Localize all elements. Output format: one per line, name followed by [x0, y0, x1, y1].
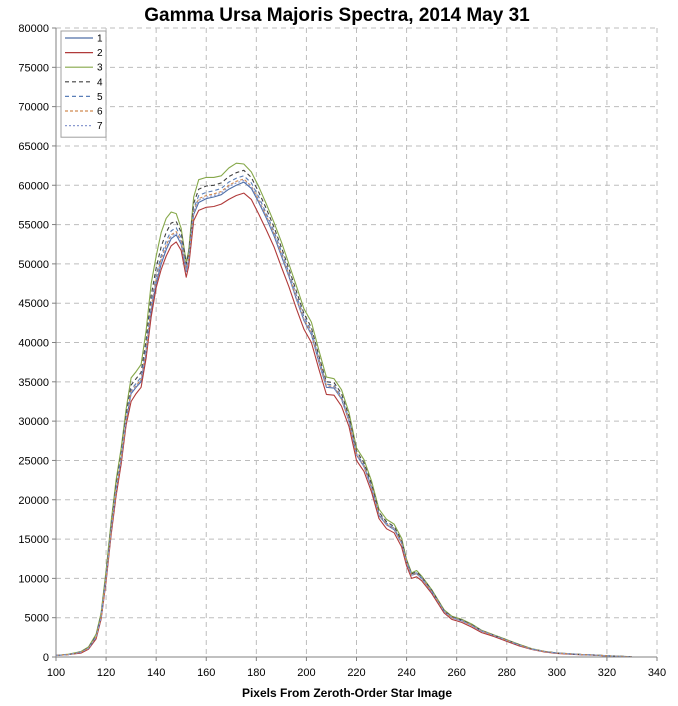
x-tick-label: 140	[147, 667, 165, 679]
x-tick-label: 280	[498, 667, 516, 679]
legend-label-6: 6	[97, 107, 103, 118]
series-line-7	[55, 179, 633, 658]
x-tick-label: 240	[397, 667, 415, 679]
y-tick-label: 15000	[18, 534, 49, 546]
y-tick-label: 40000	[18, 338, 49, 350]
y-tick-label: 0	[43, 652, 49, 664]
x-tick-label: 120	[97, 667, 115, 679]
x-tick-label: 100	[47, 667, 65, 679]
x-tick-label: 180	[247, 667, 265, 679]
y-tick-label: 30000	[18, 416, 49, 428]
legend: 1 2 3 4 5 6 7	[60, 30, 107, 138]
series-line-1	[55, 181, 633, 658]
legend-label-1: 1	[97, 34, 103, 45]
y-tick-label: 55000	[18, 220, 49, 232]
y-tick-label: 70000	[18, 102, 49, 114]
y-tick-label: 25000	[18, 455, 49, 467]
legend-box	[60, 30, 107, 138]
axes: 0 5000 10000 15000 20000 25000 30000 35000 40000…	[18, 23, 666, 679]
series-line-3	[55, 162, 633, 658]
series-line-4	[55, 169, 633, 658]
grid-lines	[56, 27, 658, 657]
y-tick-label: 60000	[18, 180, 49, 192]
legend-label-3: 3	[97, 63, 103, 74]
x-tick-label: 260	[447, 667, 465, 679]
y-tick-label: 20000	[18, 495, 49, 507]
series-lines	[55, 162, 633, 658]
x-tick-label: 160	[197, 667, 215, 679]
y-tick-label: 10000	[18, 573, 49, 585]
legend-label-4: 4	[97, 77, 103, 88]
series-line-5	[55, 175, 633, 658]
x-axis-label: Pixels From Zeroth-Order Star Image	[242, 686, 452, 700]
y-tick-label: 5000	[25, 613, 49, 625]
chart-title: Gamma Ursa Majoris Spectra, 2014 May 31	[144, 5, 530, 26]
series-line-6	[55, 178, 633, 658]
y-tick-label: 35000	[18, 377, 49, 389]
x-tick-label: 220	[347, 667, 365, 679]
y-tick-label: 80000	[18, 23, 49, 35]
x-tick-label: 300	[548, 667, 566, 679]
y-tick-label: 50000	[18, 259, 49, 271]
legend-label-7: 7	[97, 121, 103, 132]
y-tick-label: 45000	[18, 298, 49, 310]
legend-label-2: 2	[97, 48, 103, 59]
x-tick-label: 200	[297, 667, 315, 679]
x-tick-label: 340	[648, 667, 666, 679]
series-line-2	[55, 192, 633, 658]
x-tick-label: 320	[598, 667, 616, 679]
legend-label-5: 5	[97, 92, 103, 103]
y-tick-label: 65000	[18, 141, 49, 153]
y-tick-label: 75000	[18, 62, 49, 74]
